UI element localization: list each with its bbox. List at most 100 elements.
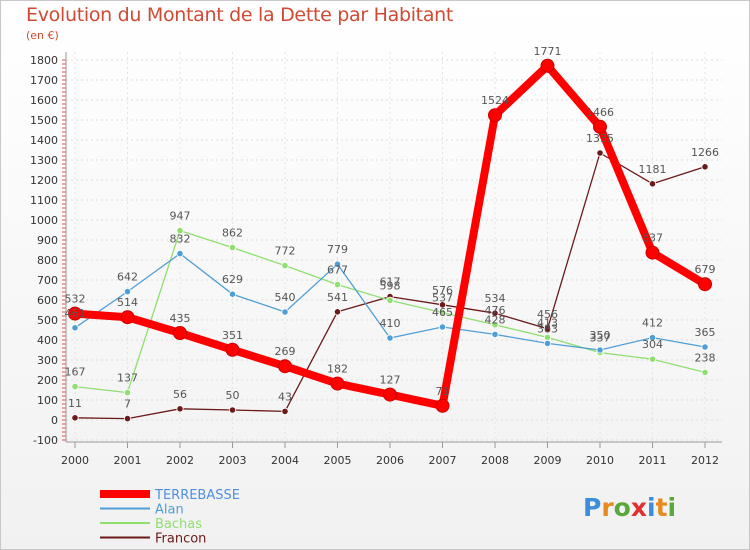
data-label-francon: 56 [173, 388, 187, 401]
data-label-alan: 383 [537, 322, 558, 335]
data-label-alan: 779 [327, 243, 348, 256]
legend-label-bachas: Bachas [155, 517, 202, 532]
point-bachas [281, 261, 289, 270]
data-label-alan: 465 [432, 306, 453, 319]
x-tick-label: 2002 [166, 454, 194, 467]
x-tick-label: 2012 [691, 454, 719, 467]
point-terrebasse [488, 108, 502, 123]
point-terrebasse [645, 245, 660, 260]
x-tick-label: 2011 [639, 454, 667, 467]
point-alan [491, 330, 499, 338]
point-alan [176, 250, 184, 258]
point-terrebasse [330, 376, 345, 391]
point-bachas [228, 244, 237, 252]
point-francon [491, 309, 499, 317]
x-tick-label: 2010 [586, 454, 614, 467]
data-label-bachas: 337 [590, 332, 611, 345]
data-label-francon: 1266 [691, 146, 719, 159]
y-tick-label: 200 [37, 374, 58, 387]
y-tick-label: 100 [37, 394, 58, 407]
x-tick-label: 2009 [534, 454, 562, 467]
data-label-terrebasse: 837 [642, 232, 663, 245]
y-tick-label: 600 [37, 294, 58, 307]
y-tick-label: 1100 [30, 194, 58, 207]
y-tick-label: 1800 [30, 54, 58, 67]
point-bachas [333, 280, 342, 289]
logo-letter: r [601, 493, 614, 522]
point-francon [648, 180, 657, 188]
data-label-francon: 11 [68, 397, 82, 410]
y-tick-label: 900 [37, 234, 58, 247]
data-label-terrebasse: 351 [222, 329, 243, 342]
data-label-alan: 350 [590, 329, 611, 342]
data-label-alan: 832 [170, 233, 191, 246]
y-tick-label: 1500 [30, 114, 58, 127]
point-francon [438, 301, 447, 309]
data-label-bachas: 772 [275, 245, 296, 258]
point-bachas [176, 227, 184, 235]
data-label-bachas: 304 [642, 338, 663, 351]
y-tick-label: 400 [37, 334, 58, 347]
x-tick-label: 2005 [324, 454, 352, 467]
axes: -100 0 100 200 300 400 500 600 700 800 900 1000 1100… [30, 52, 722, 467]
point-alan [543, 339, 552, 347]
data-label-francon: 50 [226, 389, 240, 402]
point-alan [596, 346, 604, 354]
point-alan [701, 343, 709, 351]
data-label-bachas: 598 [380, 279, 401, 292]
data-labels: 532 514 435 351 269 182 127 71 1524 1771 1466 837 67… [65, 45, 720, 411]
y-tick-label: 1300 [30, 154, 58, 167]
legend-label-francon: Francon [155, 532, 206, 547]
x-tick-label: 2007 [429, 454, 457, 467]
logo-letter: i [668, 493, 677, 522]
data-label-alan: 642 [117, 271, 138, 284]
data-label-alan: 428 [485, 313, 506, 326]
data-label-francon: 1335 [586, 132, 614, 145]
point-terrebasse [68, 306, 82, 321]
data-label-francon: 534 [485, 292, 506, 305]
point-terrebasse [120, 310, 135, 325]
x-tick-label: 2006 [376, 454, 404, 467]
x-tick-label: 2004 [271, 454, 299, 467]
x-tick-label: 2000 [61, 454, 89, 467]
data-label-bachas: 167 [65, 366, 86, 379]
data-label-bachas: 137 [117, 372, 138, 385]
legend-label-alan: Alan [155, 503, 184, 518]
data-label-terrebasse: 1771 [534, 45, 562, 58]
point-alan [438, 323, 447, 331]
y-tick-label: -100 [33, 434, 58, 447]
x-tick-label: 2001 [114, 454, 142, 467]
point-terrebasse [173, 326, 187, 340]
logo-letter: x [631, 493, 647, 522]
data-label-francon: 43 [278, 390, 292, 403]
data-label-bachas: 413 [537, 316, 558, 329]
point-alan [333, 260, 342, 268]
y-tick-label: 0 [51, 414, 58, 427]
data-label-terrebasse: 1524 [481, 94, 509, 107]
data-label-terrebasse: 679 [695, 263, 716, 276]
data-label-terrebasse: 514 [117, 296, 138, 309]
data-label-alan: 629 [222, 273, 243, 286]
point-terrebasse [278, 359, 292, 374]
point-francon [228, 406, 237, 414]
y-tick-label: 700 [37, 274, 58, 287]
legend-label-terrebasse: TERREBASSE [154, 488, 240, 503]
x-tick-label: 2003 [219, 454, 247, 467]
data-label-bachas: 537 [432, 292, 453, 305]
data-label-terrebasse: 1466 [586, 106, 614, 119]
point-bachas [438, 308, 447, 317]
data-label-alan: 410 [380, 317, 401, 330]
logo-letter: i [647, 493, 656, 522]
point-francon [543, 325, 552, 333]
point-francon [333, 308, 342, 316]
y-tick-label: 1000 [30, 214, 58, 227]
point-alan [648, 333, 657, 342]
point-francon [596, 149, 604, 157]
data-label-alan: 540 [275, 291, 296, 304]
point-bachas [123, 388, 132, 397]
logo-letter: o [614, 493, 631, 522]
point-bachas [648, 355, 657, 363]
data-label-bachas: 677 [327, 264, 348, 277]
